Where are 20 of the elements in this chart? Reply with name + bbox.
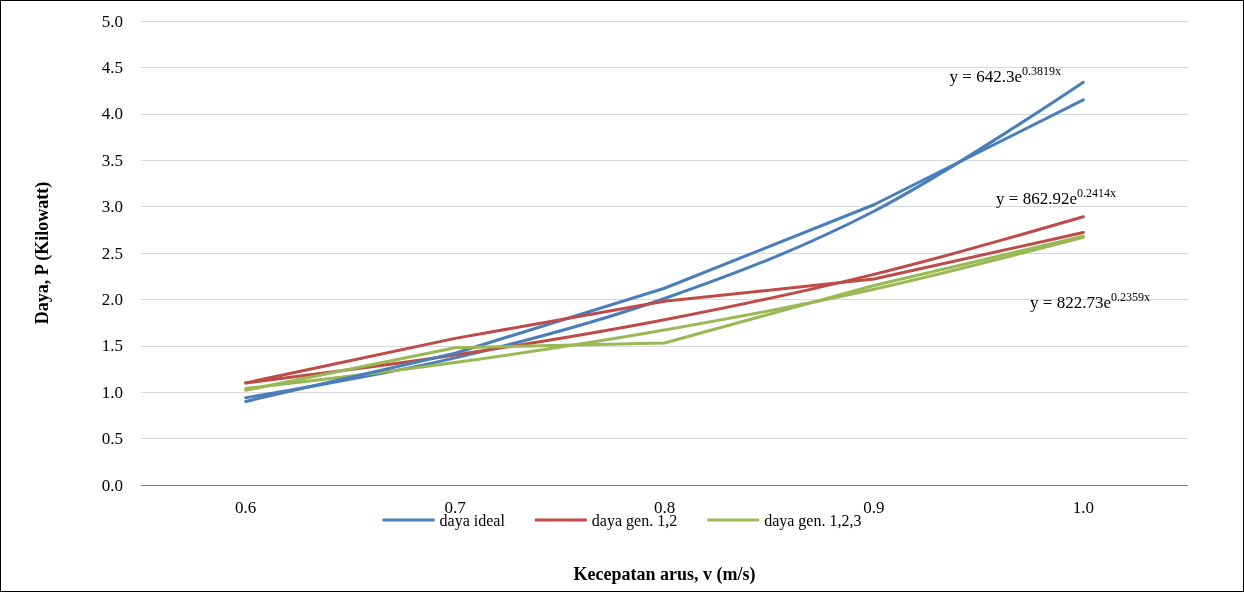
- x-axis-title: Kecepatan arus, v (m/s): [573, 564, 756, 585]
- annotation: y = 862.92e$^{0.2414x}$: [996, 186, 1116, 208]
- annotation: y = 822.73e$^{0.2359x}$: [1030, 290, 1150, 312]
- y-tick-label: 2.0: [101, 289, 123, 309]
- y-tick-label: 3.5: [101, 150, 123, 170]
- y-tick-label: 4.0: [101, 104, 123, 124]
- y-tick-label: 3.0: [101, 197, 123, 217]
- y-axis-title: Daya, P (Kilowatt): [32, 181, 53, 325]
- y-tick-label: 5.0: [101, 11, 123, 31]
- legend-label: daya gen. 1,2,3: [764, 511, 862, 530]
- x-tick-label: 0.6: [235, 498, 257, 517]
- y-tick-label: 2.5: [101, 243, 123, 263]
- y-tick-label: 4.5: [101, 57, 123, 77]
- y-tick-label: 1.0: [101, 382, 123, 402]
- annotation: y = 642.3e$^{0.3819x}$: [949, 64, 1061, 86]
- y-tick-label: 1.5: [101, 336, 123, 356]
- x-tick-label: 1.0: [1072, 498, 1094, 517]
- y-tick-label: 0.0: [101, 475, 123, 495]
- y-tick-label: 0.5: [101, 429, 123, 449]
- x-tick-label: 0.9: [863, 498, 885, 517]
